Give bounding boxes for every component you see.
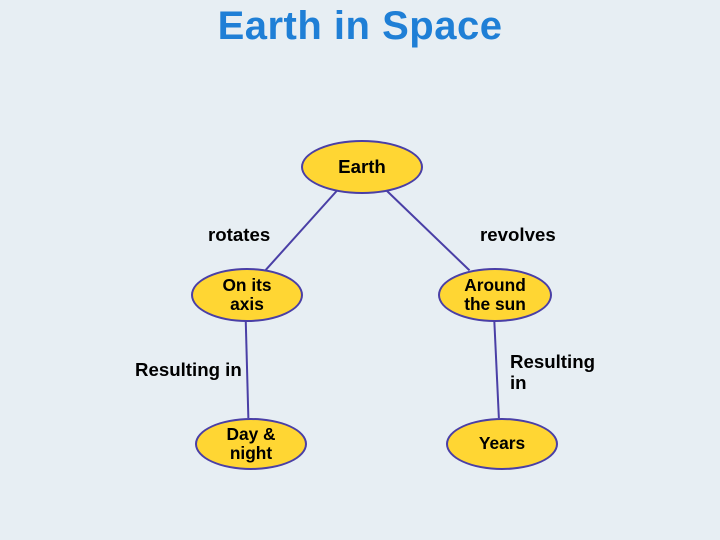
node-label: Earth [338, 157, 386, 178]
node-on-its-axis: On itsaxis [191, 268, 303, 322]
node-label: Day &night [226, 425, 275, 463]
node-label: Years [479, 434, 525, 453]
node-around-sun: Aroundthe sun [438, 268, 552, 322]
node-earth: Earth [301, 140, 423, 194]
edge [246, 318, 249, 418]
page-title: Earth in Space [0, 4, 720, 49]
node-years: Years [446, 418, 558, 470]
node-label: On itsaxis [222, 276, 271, 314]
edge-layer [0, 0, 720, 540]
node-day-night: Day &night [195, 418, 307, 470]
label-rotates: rotates [208, 225, 270, 246]
node-label: Aroundthe sun [464, 276, 526, 314]
label-revolves: revolves [480, 225, 556, 246]
edge [266, 188, 339, 270]
label-resulting-in-left: Resulting in [135, 360, 242, 381]
edge [384, 188, 470, 271]
label-resulting-in-right: Resultingin [510, 352, 595, 393]
edge [494, 318, 499, 418]
